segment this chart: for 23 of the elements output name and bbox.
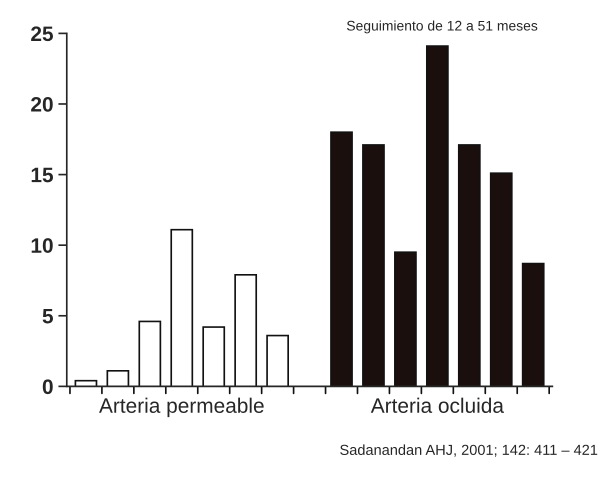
text: Arteria ocluida xyxy=(370,398,504,413)
text: Arteria permeable xyxy=(99,398,264,418)
y-tick-label: 25 xyxy=(31,26,53,42)
bar xyxy=(330,131,353,386)
text: Sadanandan AHJ, 2001; 142: 411 – 421 xyxy=(340,444,598,457)
y-tick-label: 5 xyxy=(42,308,53,324)
bar xyxy=(202,326,226,386)
bar xyxy=(522,262,545,386)
bar xyxy=(426,45,449,386)
y-tick-label: 20 xyxy=(31,96,53,112)
y-tick-label: 0 xyxy=(42,379,53,394)
bar xyxy=(362,144,385,386)
y-tick-label: 10 xyxy=(32,238,53,253)
bar xyxy=(266,334,289,386)
bar xyxy=(458,144,481,386)
bar xyxy=(170,228,194,386)
chart-subtitle: Seguimiento de 12 a 51 meses xyxy=(346,20,538,34)
bar xyxy=(138,320,162,386)
y-tick-label: 15 xyxy=(32,168,53,182)
bar xyxy=(106,370,130,386)
bar xyxy=(234,274,258,386)
bar xyxy=(490,172,513,386)
bar xyxy=(394,251,417,386)
